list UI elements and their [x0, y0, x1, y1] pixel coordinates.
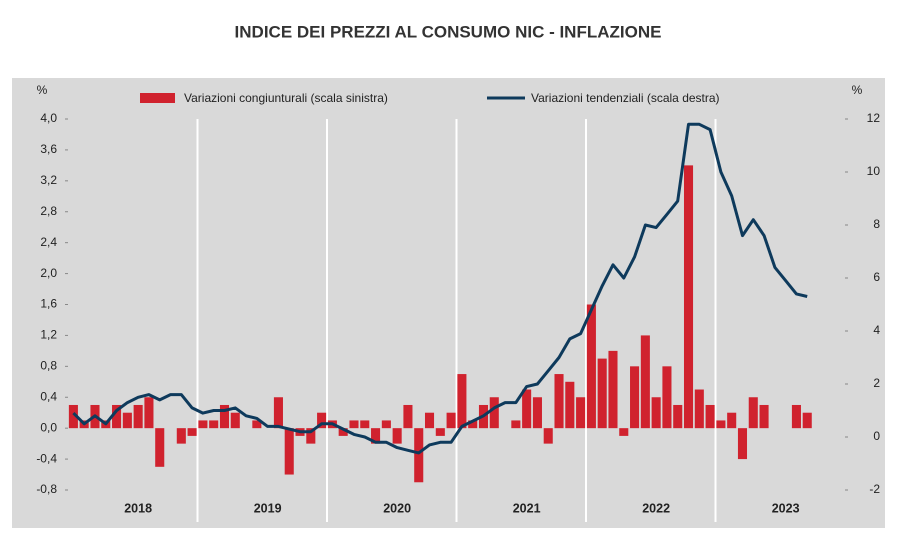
bar: [522, 389, 532, 429]
y-tick-label: 0,0: [40, 420, 57, 434]
bar: [209, 420, 219, 429]
bar: [338, 428, 348, 436]
legend-label: Variazioni congiunturali (scala sinistra…: [184, 91, 388, 105]
bar: [349, 420, 359, 429]
bar: [662, 366, 672, 429]
bar: [414, 428, 424, 483]
x-tick-label: 2021: [513, 501, 541, 515]
bar: [133, 404, 143, 429]
bar: [608, 350, 618, 429]
bar: [392, 428, 402, 444]
y-tick-label: 1,6: [40, 297, 57, 311]
bar: [619, 428, 629, 436]
y2-unit: %: [852, 83, 863, 97]
bar: [122, 412, 132, 429]
bar: [640, 335, 650, 429]
bar: [468, 420, 478, 429]
y-unit: %: [37, 83, 48, 97]
bar: [532, 397, 542, 429]
x-tick-label: 2022: [642, 501, 670, 515]
bar: [424, 412, 435, 429]
bar: [586, 304, 596, 429]
bar: [705, 404, 715, 429]
y2-tick-label: 10: [867, 164, 881, 178]
y2-tick-label: 12: [867, 111, 881, 125]
y-tick-label: 3,6: [40, 142, 57, 156]
bar: [219, 404, 230, 429]
bar: [112, 404, 122, 429]
bar: [511, 420, 521, 429]
bar: [651, 397, 661, 429]
bar: [791, 404, 801, 429]
y2-tick-label: -2: [869, 482, 880, 496]
y2-tick-label: 6: [873, 270, 880, 284]
bar: [403, 404, 413, 429]
bar: [68, 404, 78, 429]
bar: [748, 397, 758, 429]
bar: [489, 397, 499, 429]
bar: [737, 428, 748, 460]
bar: [284, 428, 294, 475]
y-tick-label: -0,4: [36, 451, 57, 465]
bar: [446, 412, 456, 429]
bar: [576, 397, 586, 429]
x-tick-label: 2019: [254, 501, 282, 515]
legend-swatch: [140, 93, 175, 103]
y-tick-label: 2,8: [40, 204, 57, 218]
y-tick-label: 0,4: [40, 389, 57, 403]
bar: [187, 428, 197, 436]
legend-label: Variazioni tendenziali (scala destra): [531, 91, 720, 105]
y-tick-label: 2,4: [40, 235, 57, 249]
bar: [802, 412, 812, 429]
bar: [716, 420, 726, 429]
line: [72, 122, 808, 455]
bar: [457, 374, 467, 429]
x-tick-label: 2023: [772, 501, 800, 515]
y-tick-label: 4,0: [40, 111, 57, 125]
bar: [317, 412, 327, 429]
bar: [144, 397, 154, 429]
bar: [759, 404, 769, 429]
bar: [727, 412, 737, 429]
x-tick-label: 2020: [383, 501, 411, 515]
bar: [554, 374, 564, 429]
chart-title: INDICE DEI PREZZI AL CONSUMO NIC - INFLA…: [235, 22, 662, 41]
bar: [381, 420, 391, 429]
bar: [597, 358, 607, 429]
y2-tick-label: 2: [873, 376, 880, 390]
y-tick-label: 2,0: [40, 266, 57, 280]
bar: [230, 412, 240, 429]
y2-tick-label: 0: [873, 429, 880, 443]
bar: [565, 381, 575, 429]
bar: [630, 366, 640, 429]
bar: [371, 428, 381, 444]
bar: [673, 404, 683, 429]
bar: [198, 420, 208, 429]
y-tick-label: 1,2: [40, 328, 57, 342]
y2-tick-label: 8: [873, 217, 880, 231]
y-tick-label: 0,8: [40, 359, 57, 373]
x-tick-label: 2018: [124, 501, 152, 515]
bar: [273, 397, 283, 429]
bar: [306, 428, 316, 444]
bar: [176, 428, 186, 444]
bar: [694, 389, 704, 429]
bar: [252, 420, 262, 429]
y-tick-label: -0,8: [36, 482, 57, 496]
y2-tick-label: 4: [873, 323, 880, 337]
bar: [360, 420, 370, 429]
bar: [435, 428, 445, 436]
y-tick-label: 3,2: [40, 173, 57, 187]
bar: [543, 428, 553, 444]
bar: [683, 165, 694, 429]
chart-background: [12, 78, 885, 528]
bar: [155, 428, 165, 467]
